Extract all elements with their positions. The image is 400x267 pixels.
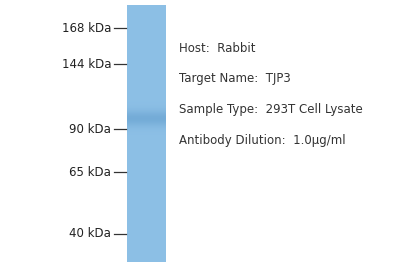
Text: 65 kDa: 65 kDa [69, 166, 111, 179]
Text: Antibody Dilution:  1.0µg/ml: Antibody Dilution: 1.0µg/ml [179, 134, 346, 147]
Text: Sample Type:  293T Cell Lysate: Sample Type: 293T Cell Lysate [179, 103, 363, 116]
Text: Host:  Rabbit: Host: Rabbit [179, 42, 255, 54]
Text: 90 kDa: 90 kDa [69, 123, 111, 136]
Text: 40 kDa: 40 kDa [69, 227, 111, 240]
Text: 144 kDa: 144 kDa [62, 58, 111, 70]
Text: 168 kDa: 168 kDa [62, 22, 111, 34]
Text: Target Name:  TJP3: Target Name: TJP3 [179, 72, 291, 85]
